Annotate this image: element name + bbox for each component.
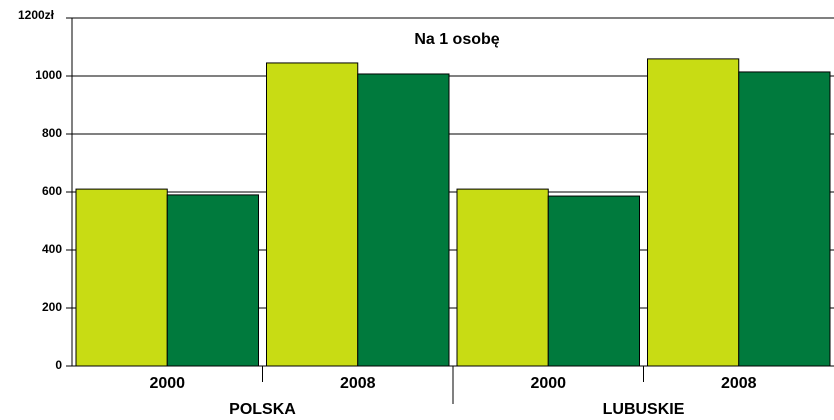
- bar: [166, 194, 259, 367]
- y-tick-label: 1000: [35, 68, 62, 82]
- plot: 0 200 400 600 800 1000 1200zł 2000 2008 2000 2008 P…: [18, 8, 834, 418]
- y-tick-label: 0: [55, 358, 62, 372]
- x-tick-label: 2000: [149, 375, 185, 392]
- group-label: LUBUSKIE: [603, 401, 685, 418]
- bar: [266, 62, 359, 367]
- chart-title: Na 1 osobę: [414, 31, 499, 48]
- y-tick-label: 200: [42, 300, 62, 314]
- y-tick-label: 1200zł: [18, 8, 55, 22]
- x-tick-label: 2008: [340, 375, 376, 392]
- bar: [357, 73, 450, 367]
- bars: [75, 58, 831, 367]
- x-tick-label: 2000: [530, 375, 566, 392]
- bar: [738, 71, 831, 367]
- y-tick-label: 600: [42, 184, 62, 198]
- bar: [75, 188, 168, 367]
- group-label: POLSKA: [229, 401, 296, 418]
- y-tick-label: 800: [42, 126, 62, 140]
- bar: [647, 58, 740, 367]
- y-tick-label: 400: [42, 242, 62, 256]
- bar: [547, 195, 640, 367]
- x-tick-label: 2008: [721, 375, 757, 392]
- bar: [456, 188, 549, 367]
- axes: 0 200 400 600 800 1000 1200zł 2000 2008 2000 2008 P…: [18, 8, 834, 418]
